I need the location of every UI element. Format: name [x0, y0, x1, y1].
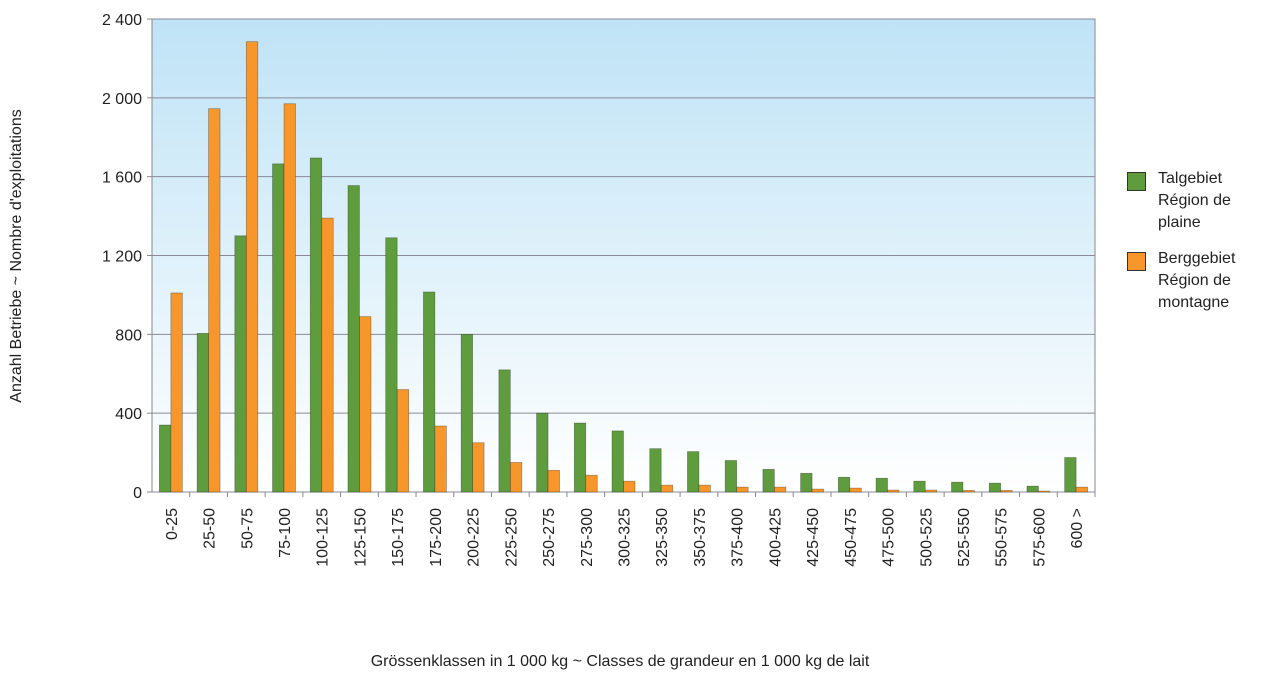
legend: Talgebiet Région de plaine Berggebiet Rég… — [1127, 168, 1277, 328]
bar — [159, 424, 172, 493]
x-tick-label: 600 > — [1069, 508, 1086, 548]
bar — [988, 482, 1002, 493]
x-tick-label: 525-550 — [956, 508, 973, 567]
bar — [1038, 490, 1051, 493]
bar — [385, 237, 398, 493]
x-tick-label: 100-125 — [315, 508, 332, 567]
x-tick-label: 375-400 — [730, 508, 747, 567]
bar — [924, 489, 938, 493]
bar — [887, 489, 900, 493]
x-tick-label: 575-600 — [1031, 508, 1048, 567]
x-tick-label: 300-325 — [617, 508, 634, 567]
bar — [1075, 486, 1088, 493]
x-axis-title: Grössenklassen in 1 000 kg ~ Classes de … — [371, 653, 870, 670]
bar — [724, 460, 738, 493]
bar — [811, 488, 824, 493]
x-tick-label: 450-475 — [843, 508, 860, 567]
x-tick-label: 75-100 — [277, 508, 294, 558]
bar — [1026, 485, 1039, 493]
x-tick-label: 25-50 — [202, 508, 219, 549]
bar — [573, 422, 587, 493]
bar — [359, 316, 372, 493]
y-tick-label: 2 000 — [102, 91, 142, 108]
bar — [649, 448, 662, 493]
y-tick-label: 2 400 — [102, 12, 142, 29]
bar — [837, 476, 851, 493]
legend-item: Berggebiet Région de montagne — [1127, 248, 1277, 314]
x-tick-label: 400-425 — [767, 508, 784, 567]
bar — [498, 369, 511, 493]
x-tick-label: 250-275 — [541, 508, 558, 567]
x-tick-label: 550-575 — [994, 508, 1011, 567]
bar — [1000, 490, 1013, 493]
x-tick-label: 350-375 — [692, 508, 709, 567]
legend-swatch — [1127, 252, 1146, 271]
x-tick-label: 0-25 — [164, 508, 181, 540]
bar — [698, 484, 711, 493]
bar — [347, 185, 360, 493]
bar — [800, 472, 813, 493]
y-tick-label: 0 — [133, 485, 142, 502]
legend-swatch — [1127, 172, 1146, 191]
bar — [849, 487, 862, 493]
bar — [509, 462, 523, 493]
bar — [283, 103, 296, 493]
bar — [536, 412, 549, 493]
bar — [762, 468, 775, 493]
bar — [196, 332, 209, 493]
bar — [611, 430, 624, 493]
bar — [687, 451, 700, 493]
bar — [234, 235, 247, 493]
bar — [585, 474, 598, 493]
y-tick-label: 1 200 — [102, 249, 142, 266]
bar — [774, 486, 787, 493]
bar — [951, 481, 964, 493]
bar — [208, 108, 221, 493]
bar — [460, 333, 473, 493]
x-tick-label: 325-350 — [654, 508, 671, 567]
x-tick-label: 125-150 — [352, 508, 369, 567]
x-tick-label: 500-525 — [918, 508, 935, 567]
bar — [434, 425, 447, 493]
x-tick-label: 150-175 — [390, 508, 407, 567]
bar — [913, 480, 926, 493]
x-tick-label: 275-300 — [579, 508, 596, 567]
x-tick-label: 50-75 — [239, 508, 256, 549]
legend-item: Talgebiet Région de plaine — [1127, 168, 1277, 234]
y-tick-label: 800 — [115, 327, 142, 344]
x-tick-label: 475-500 — [881, 508, 898, 567]
legend-label: Berggebiet Région de montagne — [1158, 250, 1236, 311]
legend-label: Talgebiet Région de plaine — [1158, 170, 1231, 231]
bar — [962, 490, 975, 493]
bar — [423, 291, 436, 493]
bar — [272, 163, 285, 493]
bar — [170, 292, 183, 493]
bar — [309, 157, 323, 493]
bar — [472, 442, 485, 493]
bar — [1064, 457, 1077, 493]
bar — [321, 217, 334, 493]
x-tick-label: 200-225 — [466, 508, 483, 567]
y-axis-title: Anzahl Betriebe ~ Nombre d'exploitations — [8, 109, 25, 402]
bar — [875, 477, 888, 493]
bar — [623, 480, 636, 493]
y-tick-label: 400 — [115, 406, 142, 423]
x-tick-label: 225-250 — [503, 508, 520, 567]
bar — [396, 389, 410, 493]
y-tick-label: 1 600 — [102, 170, 142, 187]
x-tick-label: 425-450 — [805, 508, 822, 567]
x-tick-label: 175-200 — [428, 508, 445, 567]
bar — [660, 484, 674, 493]
bar — [547, 469, 560, 493]
bar — [245, 41, 259, 493]
bar — [736, 486, 749, 493]
